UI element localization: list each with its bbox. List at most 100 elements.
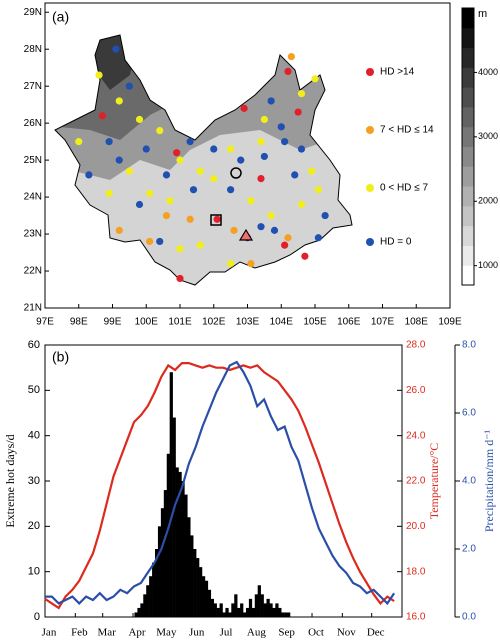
bar (187, 517, 191, 617)
lon-tick-label: 100E (135, 317, 159, 328)
x-tick-label: Nov (337, 627, 356, 639)
colorbar-step (462, 225, 474, 246)
triangle-marker (238, 228, 254, 241)
station (166, 197, 174, 205)
lon-tick-label: 99E (104, 317, 122, 328)
station (257, 175, 265, 183)
bar (207, 589, 212, 617)
bar (201, 576, 206, 617)
legend-label: 0 < HD ≤ 7 (380, 183, 428, 194)
y2-tick-label: 28.0 (406, 340, 426, 351)
bar (234, 594, 238, 617)
bar (260, 594, 264, 617)
panel-label: (b) (52, 349, 69, 365)
lat-tick-label: 26N (24, 118, 42, 129)
colorbar-tick-label: 2000 (478, 196, 498, 206)
y2-tick-label: 18.0 (406, 566, 426, 577)
bar (181, 481, 185, 617)
bar (210, 598, 214, 617)
lon-tick-label: 104E (270, 317, 294, 328)
bar (251, 607, 256, 617)
bar (163, 490, 168, 617)
lon-tick-label: 102E (202, 317, 226, 328)
station (213, 215, 221, 223)
lat-tick-label: 24N (24, 192, 42, 203)
station (314, 186, 322, 194)
station (146, 237, 154, 246)
bar (137, 607, 141, 617)
bar (172, 417, 176, 617)
station (173, 149, 181, 157)
bar (196, 558, 200, 617)
colorbar-step (462, 106, 474, 128)
y-tick-label: 50 (28, 384, 40, 396)
x-tick-label: Dec (367, 627, 385, 639)
y-tick-label: 10 (28, 566, 40, 578)
station (142, 145, 150, 153)
station (311, 75, 319, 83)
lon-tick-label: 105E (303, 317, 327, 328)
stations (75, 45, 329, 283)
bar (216, 607, 220, 617)
bar (284, 612, 288, 617)
station (281, 241, 289, 249)
colorbar-step (462, 265, 474, 286)
bar (245, 607, 250, 617)
lat-tick-label: 25N (24, 155, 42, 166)
legend-swatch (366, 238, 374, 246)
bar (146, 585, 150, 617)
station (125, 82, 133, 90)
colorbar-step (462, 8, 474, 29)
station (247, 197, 255, 205)
bar (231, 603, 235, 617)
colorbar-step (462, 87, 474, 108)
station (267, 211, 275, 220)
line (45, 360, 396, 606)
colorbar-step (462, 166, 474, 187)
bar (155, 549, 159, 617)
station (75, 138, 83, 146)
x-tick-label: Aug (247, 627, 266, 639)
colorbar-unit: m (478, 8, 487, 20)
bar (157, 526, 162, 617)
station (176, 274, 184, 283)
colorbar-step (462, 126, 474, 147)
lon-tick-label: 106E (337, 317, 361, 328)
station (227, 260, 235, 268)
station (321, 211, 329, 220)
bar (248, 598, 253, 617)
station (227, 186, 235, 194)
x-tick-label: May (156, 627, 177, 639)
station (294, 108, 302, 116)
station (260, 152, 268, 161)
station (267, 97, 275, 105)
lon-tick-label: 109E (438, 317, 462, 328)
lon-tick-label: 97E (36, 317, 54, 328)
lat-tick-label: 28N (24, 44, 42, 55)
station (196, 167, 204, 175)
x-tick-label: Feb (71, 627, 88, 639)
y-tick-label: 60 (28, 339, 40, 351)
y-axis-label: Extreme hot days/d (3, 434, 17, 527)
station (95, 71, 103, 79)
colorbar-tick-label: 4000 (478, 67, 498, 77)
circle-marker (230, 167, 242, 179)
bar (225, 607, 229, 617)
bar (140, 603, 144, 617)
station (210, 145, 218, 153)
x-tick-label: Mar (98, 627, 117, 639)
x-tick-label: Jun (189, 627, 205, 639)
lon-tick-label: 101E (168, 317, 192, 328)
station (156, 237, 164, 246)
station (98, 112, 106, 120)
y-tick-label: 30 (28, 475, 40, 487)
y2-tick-label: 24.0 (406, 430, 426, 441)
y3-tick-label: 8.0 (462, 340, 476, 351)
bar (178, 471, 182, 617)
station (112, 45, 120, 53)
station (284, 234, 292, 242)
y-tick-label: 20 (28, 520, 40, 532)
lat-tick-label: 23N (24, 229, 42, 240)
legend-swatch (366, 126, 374, 134)
